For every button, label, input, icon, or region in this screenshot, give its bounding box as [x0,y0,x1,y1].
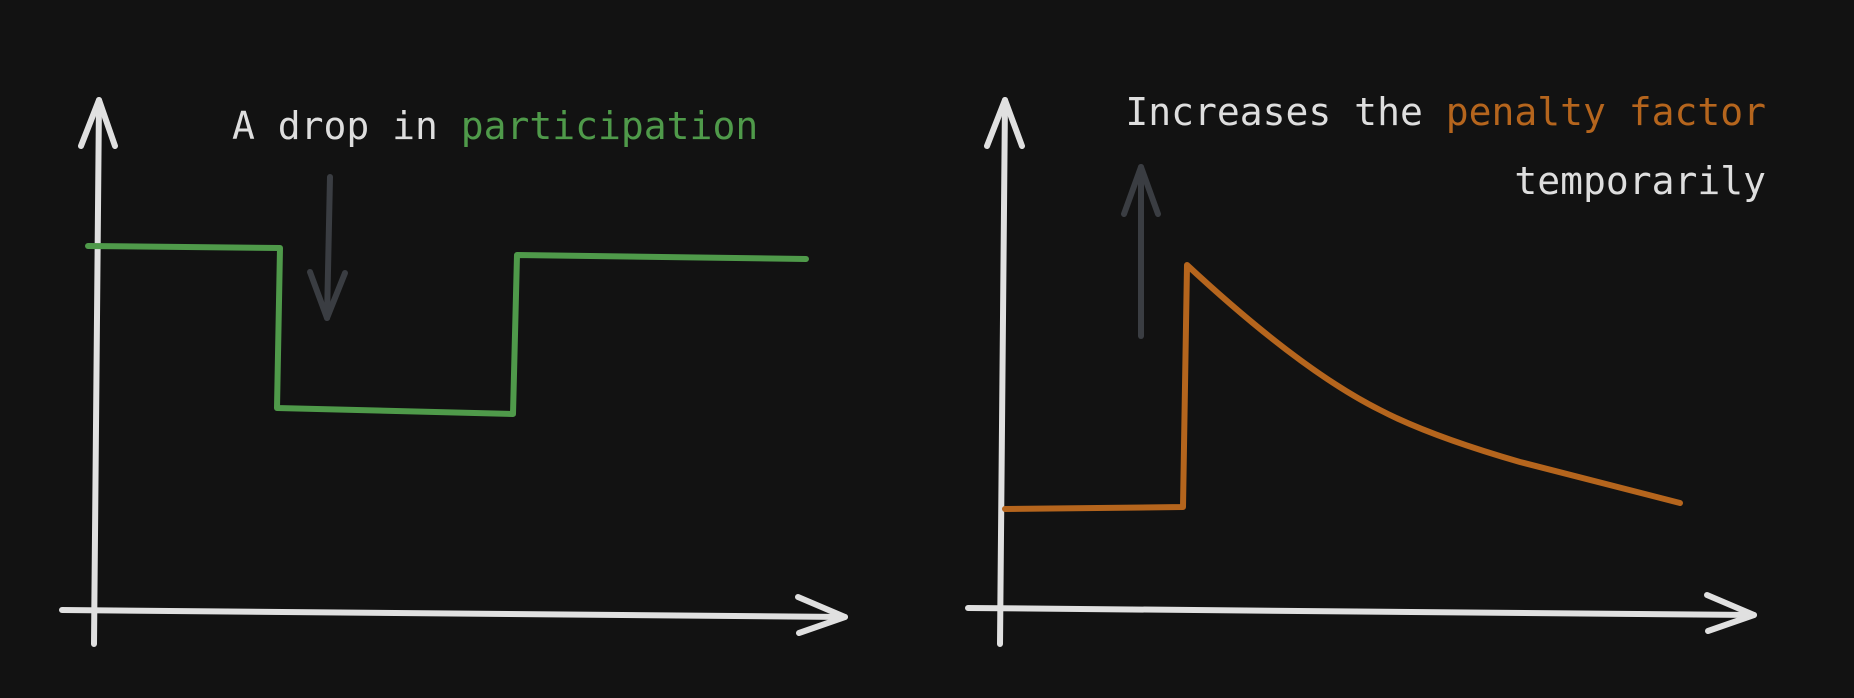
right-caption-line2: temporarily [1514,159,1766,203]
right-x-axis-arrowhead [1704,592,1757,634]
left-x-axis [59,594,848,636]
right-caption-prefix: Increases the [1125,90,1446,134]
left-caption-highlight: participation [460,104,759,148]
participation-line [85,243,809,417]
right-y-axis-arrowhead [984,97,1025,149]
left-caption: A drop in participation [232,104,758,148]
right-caption-line1: Increases the penalty factor [1125,90,1766,134]
down-arrow-icon [307,174,348,321]
right-x-axis [965,592,1757,634]
right-caption-highlight: penalty factor [1445,90,1766,134]
left-caption-prefix: A drop in [232,104,461,148]
left-y-axis-arrowhead [78,97,118,149]
right-y-axis [984,97,1025,647]
left-x-axis-arrowhead [795,594,848,636]
right-panel [965,97,1757,647]
up-arrow-icon [1121,164,1161,339]
left-panel [59,97,848,647]
left-y-axis [78,97,118,647]
penalty-factor-curve [1002,262,1683,512]
